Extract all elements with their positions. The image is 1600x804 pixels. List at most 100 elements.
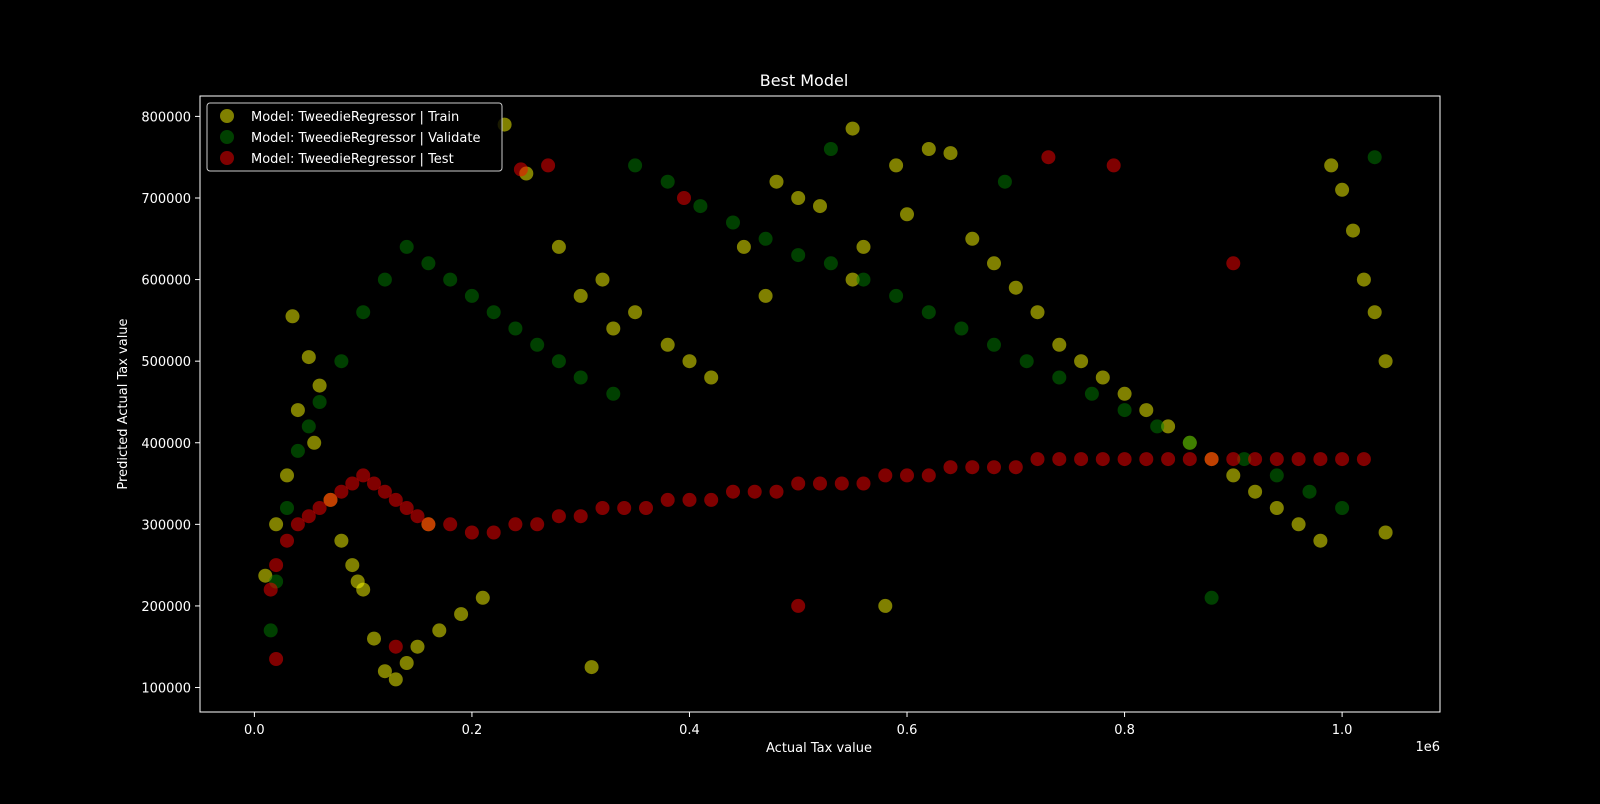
scatter-point <box>1248 452 1263 467</box>
y-tick-label: 100000 <box>141 682 191 697</box>
scatter-point <box>399 656 414 670</box>
scatter-point <box>269 517 284 532</box>
scatter-point <box>660 492 675 507</box>
scatter-point <box>388 672 403 687</box>
scatter-point <box>660 174 675 189</box>
scatter-point <box>1139 403 1154 418</box>
scatter-point <box>1204 452 1219 467</box>
scatter-point <box>345 558 360 573</box>
scatter-point <box>323 492 338 507</box>
scatter-point <box>921 142 936 156</box>
scatter-point <box>263 582 278 597</box>
scatter-point <box>443 517 458 532</box>
scatter-point <box>410 639 425 654</box>
scatter-point <box>334 484 349 499</box>
scatter-point <box>1367 150 1382 165</box>
scatter-point <box>1008 280 1023 295</box>
scatter-point <box>823 142 838 156</box>
scatter-point <box>769 174 784 189</box>
scatter-point <box>1356 272 1371 287</box>
scatter-point <box>1302 484 1317 499</box>
scatter-point <box>900 207 914 222</box>
scatter-point <box>900 468 914 483</box>
scatter-point <box>312 501 327 515</box>
legend-label: Model: TweedieRegressor | Validate <box>251 131 480 146</box>
scatter-point <box>1161 452 1176 467</box>
scatter-point <box>1313 533 1328 548</box>
series-2 <box>263 150 1371 666</box>
scatter-point <box>606 321 621 336</box>
scatter-point <box>486 525 501 540</box>
legend-marker <box>220 151 234 165</box>
scatter-point <box>530 337 545 352</box>
scatter-point <box>704 370 719 385</box>
scatter-point <box>1269 468 1284 483</box>
scatter-point <box>1204 590 1219 605</box>
scatter-point <box>290 443 305 458</box>
scatter-point <box>987 460 1001 475</box>
scatter-point <box>1237 452 1252 467</box>
scatter-point <box>513 162 528 177</box>
scatter-point <box>1378 354 1393 369</box>
scatter-point <box>1182 452 1197 467</box>
scatter-point <box>1226 452 1241 467</box>
scatter-point <box>443 272 458 287</box>
scatter-point <box>421 256 436 271</box>
scatter-point <box>823 256 838 271</box>
scatter-point <box>410 509 425 524</box>
scatter-point <box>878 598 893 613</box>
scatter-point <box>285 309 300 324</box>
scatter-point <box>258 568 273 583</box>
scatter-point <box>1095 370 1110 385</box>
y-tick-label: 700000 <box>141 192 191 207</box>
scatter-point <box>334 354 349 369</box>
scatter-point <box>834 476 849 491</box>
scatter-point <box>1052 337 1067 352</box>
scatter-point <box>1346 223 1360 238</box>
scatter-point <box>367 631 381 646</box>
scatter-point <box>1324 158 1339 173</box>
scatter-point <box>573 509 588 524</box>
scatter-point <box>530 517 545 532</box>
scatter-point <box>454 607 469 622</box>
scatter-point <box>769 484 784 499</box>
scatter-point <box>1335 182 1350 197</box>
y-tick-label: 300000 <box>141 518 191 533</box>
scatter-point <box>1117 452 1132 467</box>
scatter-point <box>628 305 643 320</box>
scatter-point <box>263 623 278 638</box>
scatter-point <box>290 403 305 418</box>
scatter-point <box>356 468 371 483</box>
scatter-point <box>356 305 371 320</box>
scatter-point <box>1182 435 1197 450</box>
y-tick-label: 600000 <box>141 274 191 289</box>
scatter-point <box>377 664 392 679</box>
x-axis: 0.0 0.2 0.4 0.6 0.8 1.0 <box>244 712 1352 738</box>
legend-marker <box>220 130 234 144</box>
y-tick-label: 400000 <box>141 437 191 452</box>
scatter-point <box>584 660 599 675</box>
scatter-point <box>845 272 860 287</box>
scatter-point <box>388 639 403 654</box>
scatter-point <box>432 623 447 638</box>
scatter-point <box>682 492 697 507</box>
scatter-point <box>954 321 969 336</box>
scatter-point <box>345 476 360 491</box>
scatter-point <box>1248 484 1263 499</box>
scatter-point <box>1378 525 1393 540</box>
scatter-point <box>726 484 740 499</box>
scatter-point <box>1291 452 1306 467</box>
scatter-point <box>399 239 414 254</box>
x-tick-label: 0.4 <box>679 723 700 738</box>
scatter-point <box>280 533 294 548</box>
scatter-point <box>1291 517 1306 532</box>
x-tick-label: 0.8 <box>1114 723 1135 738</box>
scatter-point <box>791 476 806 491</box>
legend-label: Model: TweedieRegressor | Test <box>251 152 454 167</box>
scatter-point <box>889 158 904 173</box>
scatter-point <box>758 288 773 303</box>
scatter-point <box>965 231 980 246</box>
scatter-point <box>813 199 827 214</box>
